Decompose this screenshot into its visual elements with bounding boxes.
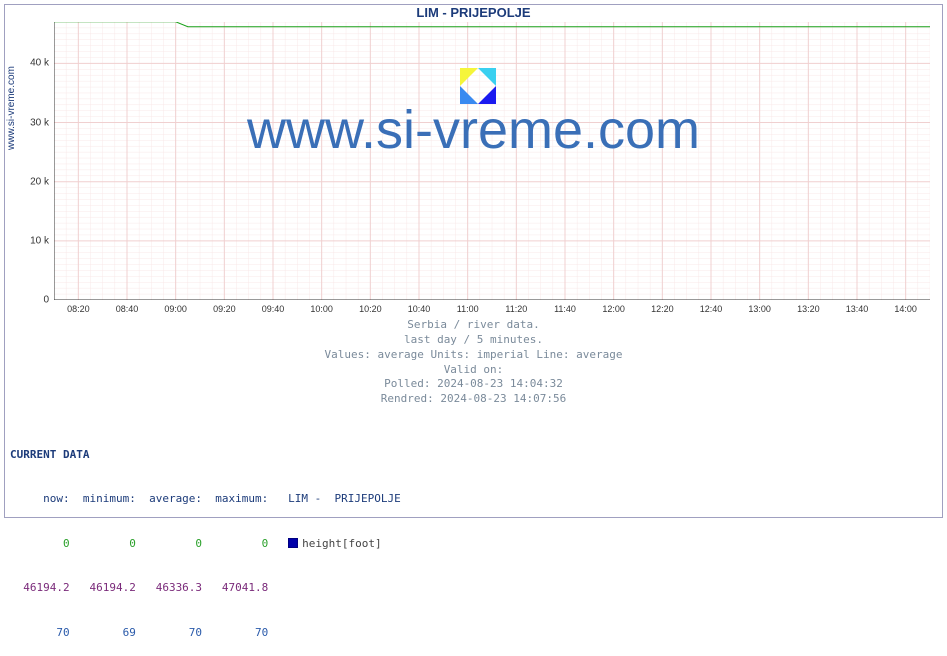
- x-tick-label: 10:20: [359, 304, 382, 314]
- x-tick-label: 11:00: [457, 304, 479, 314]
- x-tick-label: 09:40: [262, 304, 285, 314]
- meta-line: Polled: 2024-08-23 14:04:32: [0, 377, 947, 392]
- x-tick-label: 09:00: [164, 304, 187, 314]
- x-tick-label: 11:40: [554, 304, 576, 314]
- x-tick-label: 12:00: [602, 304, 625, 314]
- x-tick-label: 10:00: [310, 304, 333, 314]
- current-data-headers: now: minimum: average: maximum: LIM - PR…: [10, 492, 401, 507]
- meta-block: Serbia / river data. last day / 5 minute…: [0, 318, 947, 407]
- y-tick-label: 30 k: [9, 117, 49, 128]
- chart-title: LIM - PRIJEPOLJE: [0, 5, 947, 20]
- legend-swatch: [288, 538, 298, 548]
- x-tick-label: 11:20: [505, 304, 527, 314]
- y-tick-label: 10 k: [9, 235, 49, 246]
- x-tick-label: 13:00: [748, 304, 771, 314]
- meta-line: Values: average Units: imperial Line: av…: [0, 348, 947, 363]
- x-tick-label: 09:20: [213, 304, 236, 314]
- x-tick-label: 14:00: [894, 304, 917, 314]
- meta-line: Valid on:: [0, 363, 947, 378]
- x-tick-label: 08:40: [116, 304, 139, 314]
- table-row: 70 69 70 70: [10, 626, 401, 641]
- y-axis-label: www.si-vreme.com: [6, 66, 17, 150]
- current-data-heading: CURRENT DATA: [10, 448, 401, 463]
- x-tick-label: 13:20: [797, 304, 820, 314]
- y-tick-label: 40 k: [9, 58, 49, 69]
- x-tick-label: 13:40: [846, 304, 869, 314]
- meta-line: Serbia / river data.: [0, 318, 947, 333]
- legend-label: height[foot]: [302, 537, 381, 550]
- meta-line: last day / 5 minutes.: [0, 333, 947, 348]
- meta-line: Rendred: 2024-08-23 14:07:56: [0, 392, 947, 407]
- x-tick-label: 08:20: [67, 304, 90, 314]
- x-tick-label: 12:20: [651, 304, 674, 314]
- x-tick-label: 12:40: [700, 304, 723, 314]
- chart-plot: [54, 22, 930, 300]
- table-row: 0 0 0 0 height[foot]: [10, 537, 401, 552]
- x-tick-label: 10:40: [408, 304, 431, 314]
- y-tick-label: 20 k: [9, 176, 49, 187]
- current-data-block: CURRENT DATA now: minimum: average: maxi…: [10, 418, 401, 656]
- y-tick-label: 0: [9, 295, 49, 306]
- table-row: 46194.2 46194.2 46336.3 47041.8: [10, 581, 401, 596]
